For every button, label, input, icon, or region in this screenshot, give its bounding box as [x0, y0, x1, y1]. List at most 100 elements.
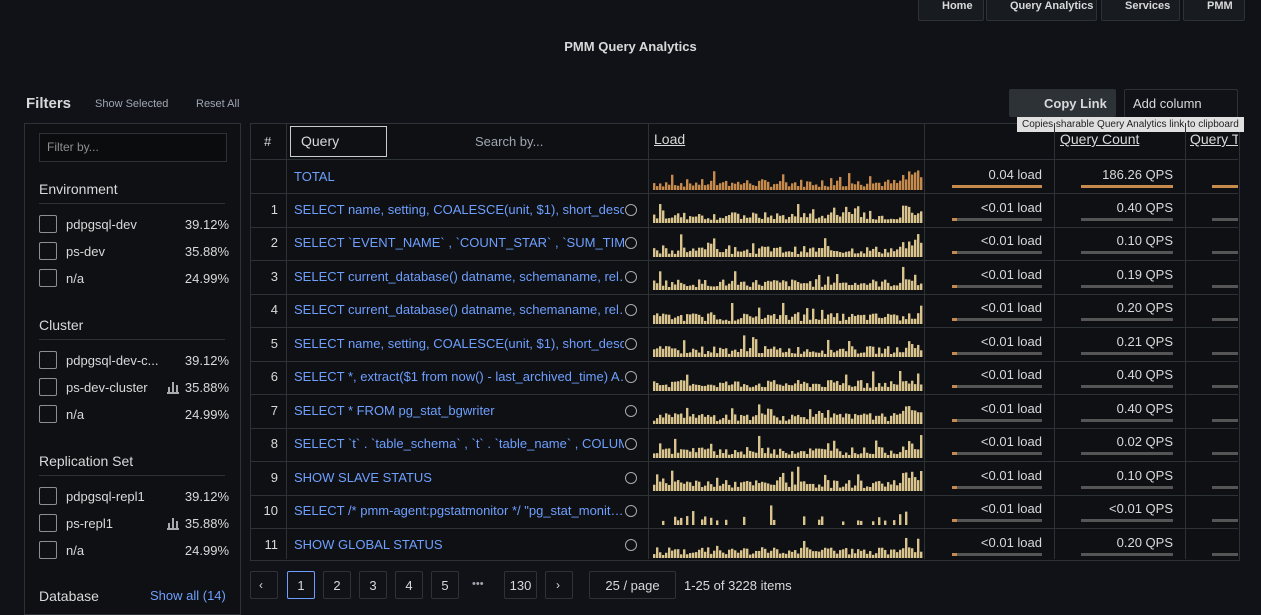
header-num: # [264, 134, 272, 149]
query-text[interactable]: SELECT name, setting, COALESCE(unit, $1)… [294, 335, 624, 351]
group-select[interactable] [290, 126, 387, 157]
nav-label[interactable]: Services [1125, 0, 1171, 12]
row-number: 3 [270, 268, 278, 284]
nav-button[interactable] [918, 0, 984, 21]
nav-button[interactable] [986, 0, 1097, 21]
checkbox[interactable] [39, 242, 57, 260]
copy-link-label[interactable]: Copy Link [1044, 96, 1107, 111]
nav-button[interactable] [1101, 0, 1180, 21]
reset-all[interactable]: Reset All [196, 98, 240, 110]
filter-label[interactable]: n/a [66, 271, 85, 286]
header-query-time[interactable]: Query T [1190, 131, 1238, 147]
info-icon[interactable] [625, 538, 637, 551]
prev-page[interactable] [250, 571, 278, 599]
total-label[interactable]: TOTAL [294, 169, 335, 184]
sparkline [653, 204, 923, 223]
sparkline [653, 170, 923, 190]
filter-label[interactable]: ps-dev-cluster [66, 380, 148, 395]
page-button[interactable]: 2 [323, 571, 351, 599]
add-column-label[interactable]: Add column [1133, 96, 1202, 111]
query-text[interactable]: SHOW GLOBAL STATUS [294, 536, 443, 552]
checkbox[interactable] [39, 378, 57, 396]
info-icon[interactable] [625, 203, 637, 216]
info-icon[interactable] [625, 371, 637, 383]
page-button[interactable]: 130 [504, 571, 537, 599]
row-border [250, 360, 1238, 362]
checkbox[interactable] [39, 514, 57, 532]
page-size-select[interactable]: 25 / page [589, 571, 676, 599]
info-icon[interactable] [625, 471, 637, 484]
load-bar [952, 452, 1042, 455]
info-icon[interactable] [625, 270, 637, 283]
row-number: 4 [270, 302, 278, 317]
filter-label[interactable]: pdpgsql-dev-c... [66, 353, 159, 368]
checkbox[interactable] [39, 269, 57, 287]
query-text[interactable]: SELECT name, setting, COALESCE(unit, $1)… [294, 201, 624, 217]
filter-label[interactable]: n/a [66, 407, 85, 422]
page-button[interactable]: 4 [395, 571, 423, 599]
search-placeholder[interactable]: Search by... [475, 134, 544, 149]
checkbox[interactable] [39, 541, 57, 559]
load-bar-fill [952, 385, 957, 388]
checkbox[interactable] [39, 487, 57, 505]
checkbox[interactable] [39, 405, 57, 423]
info-icon[interactable] [625, 505, 637, 517]
row-qps: 0.02 QPS [1116, 434, 1173, 449]
filter-label[interactable]: ps-repl1 [66, 516, 113, 531]
row-border [250, 260, 1238, 261]
group-select-label[interactable]: Query [301, 133, 340, 149]
header-query-count[interactable]: Query Count [1060, 131, 1140, 147]
filter-input[interactable] [39, 133, 227, 162]
column-border [924, 123, 925, 559]
qps-bar [1081, 318, 1173, 321]
query-text[interactable]: SHOW SLAVE STATUS [294, 469, 432, 485]
load-bar [952, 418, 1042, 422]
sparkline [653, 370, 923, 391]
next-page[interactable] [545, 571, 573, 599]
page-title[interactable]: PMM Query Analytics [564, 39, 697, 54]
filter-label[interactable]: pdpgsql-dev [66, 217, 137, 232]
header-load[interactable]: Load [654, 131, 686, 147]
qt-bar [1212, 385, 1238, 388]
query-text[interactable]: SELECT current_database() datname, schem… [294, 268, 624, 284]
row-number: 9 [270, 469, 278, 485]
nav-label[interactable]: Home [942, 0, 973, 12]
info-icon[interactable] [625, 337, 637, 350]
query-text[interactable]: SELECT * FROM pg_stat_bgwriter [294, 402, 495, 418]
copy-link-button[interactable] [1009, 89, 1116, 117]
page-button[interactable]: 5 [431, 571, 459, 599]
row-qps: 0.21 QPS [1116, 333, 1173, 349]
nav-label[interactable]: PMM [1207, 0, 1233, 12]
qps-bar [1081, 217, 1173, 221]
filter-percent: 24.99% [184, 271, 229, 286]
query-text[interactable]: SELECT `EVENT_NAME` , `COUNT_STAR` , `SU… [294, 235, 624, 250]
load-bar-fill [952, 418, 957, 422]
query-text[interactable]: SELECT *, extract($1 from now() - last_a… [294, 369, 624, 384]
filter-percent: 39.12% [184, 489, 229, 504]
info-icon[interactable] [625, 237, 637, 249]
qt-bar [1212, 318, 1238, 321]
show-all[interactable]: Show all (14) [150, 588, 226, 603]
load-bar-fill [952, 519, 957, 522]
column-border [286, 123, 287, 559]
row-number: 6 [270, 369, 278, 384]
filter-label[interactable]: n/a [66, 543, 85, 558]
nav-button[interactable] [1183, 0, 1245, 21]
page-button[interactable]: 1 [287, 571, 315, 599]
checkbox[interactable] [39, 351, 57, 369]
info-icon[interactable] [625, 404, 637, 417]
info-icon[interactable] [625, 438, 637, 450]
column-border [1054, 123, 1055, 559]
nav-label[interactable]: Query Analytics [1010, 0, 1094, 12]
query-text[interactable]: SELECT current_database() datname, schem… [294, 302, 624, 317]
checkbox[interactable] [39, 215, 57, 233]
info-icon[interactable] [625, 304, 637, 316]
show-selected[interactable]: Show Selected [95, 98, 169, 110]
filter-label[interactable]: ps-dev [66, 244, 106, 259]
query-text[interactable]: SELECT `t` . `table_schema` , `t` . `tab… [294, 436, 624, 451]
filter-label[interactable]: pdpgsql-repl1 [66, 489, 145, 504]
query-text[interactable]: SELECT /* pmm-agent:pgstatmonitor */ "pg… [294, 503, 624, 518]
page-button[interactable]: 3 [359, 571, 387, 599]
row-load: <0.01 load [980, 300, 1042, 315]
